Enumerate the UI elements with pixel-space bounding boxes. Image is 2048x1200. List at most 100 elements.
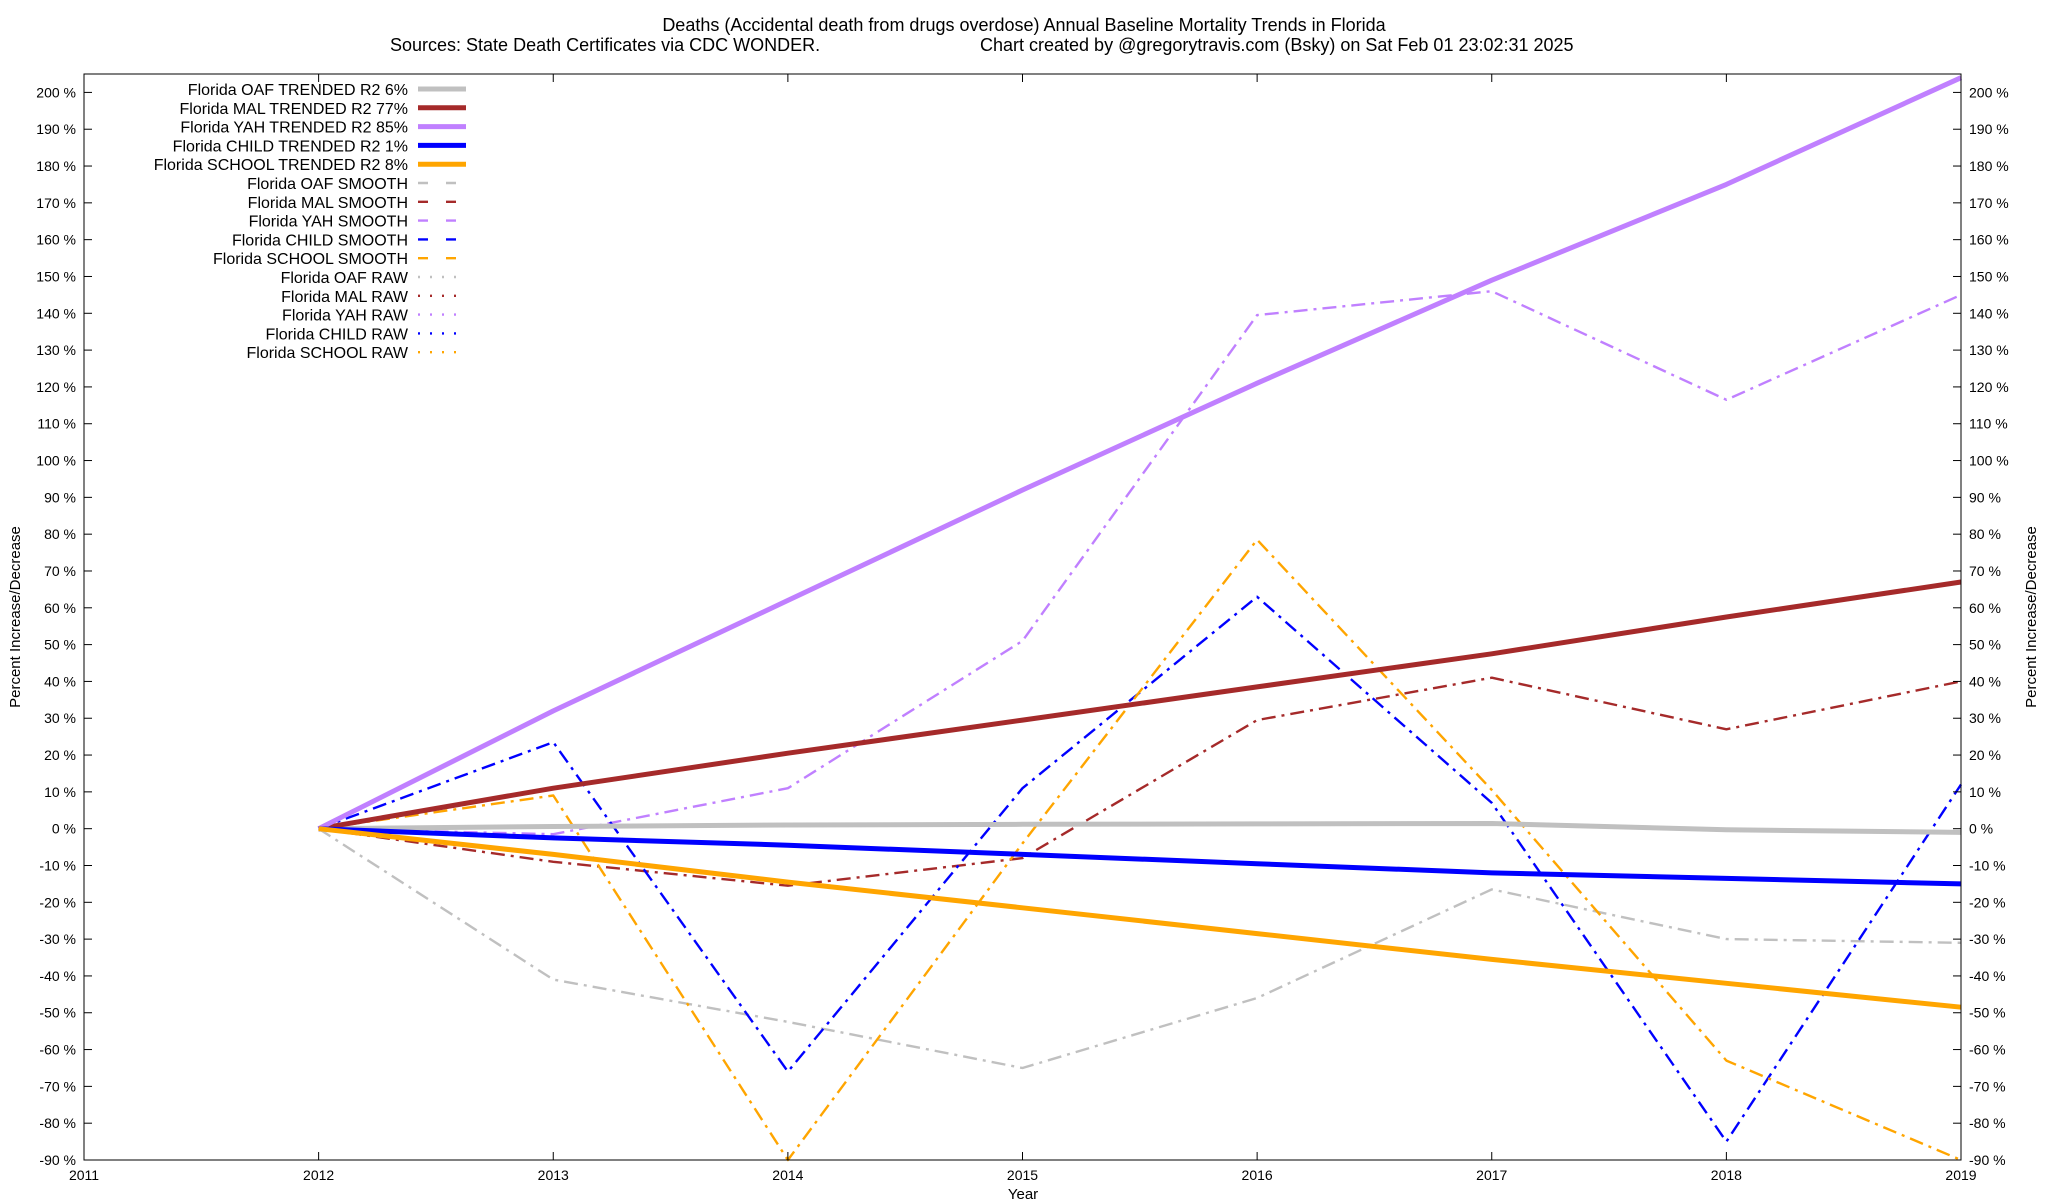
series-line-florida-yah-trended-r2-85 — [317, 75, 1963, 831]
series-line-florida-oaf-smooth — [317, 827, 1962, 1070]
x-tick-label: 2017 — [1476, 1167, 1507, 1183]
series-line-florida-oaf-trended-r2-6 — [318, 821, 1962, 835]
y-axis-label-left: Percent Increase/Decrease — [7, 526, 24, 708]
chart-subtitle-left: Sources: State Death Certificates via CD… — [390, 35, 820, 55]
legend-label: Florida OAF RAW — [281, 270, 409, 287]
y-tick-label: -10 % — [39, 857, 76, 873]
y-tick-label-right: -70 % — [1969, 1078, 2006, 1094]
y-tick-label: 200 % — [36, 84, 76, 100]
y-tick-label-right: -30 % — [1969, 931, 2006, 947]
y-tick-label: -60 % — [39, 1042, 76, 1058]
x-tick-label: 2018 — [1711, 1167, 1742, 1183]
legend-label: Florida MAL RAW — [281, 289, 409, 306]
x-axis-label: Year — [1008, 1186, 1038, 1200]
legend-label: Florida YAH RAW — [282, 308, 409, 325]
y-tick-label: -30 % — [39, 931, 76, 947]
plot-lines — [317, 75, 1963, 1162]
y-tick-label: 120 % — [36, 379, 76, 395]
y-axis-label-right: Percent Increase/Decrease — [2023, 526, 2040, 708]
legend-label: Florida SCHOOL RAW — [246, 345, 408, 362]
y-tick-label-right: 30 % — [1969, 710, 2001, 726]
y-tick-label: -20 % — [39, 894, 76, 910]
x-tick-label: 2012 — [303, 1167, 334, 1183]
y-tick-label: -50 % — [39, 1005, 76, 1021]
y-tick-label: 80 % — [44, 526, 76, 542]
series-line-florida-yah-smooth — [318, 290, 1962, 836]
x-tick-label: 2011 — [69, 1167, 99, 1183]
x-tick-label: 2014 — [772, 1167, 803, 1183]
legend-label: Florida OAF SMOOTH — [247, 176, 408, 193]
y-tick-label-right: 130 % — [1969, 342, 2009, 358]
y-tick-label: 140 % — [36, 305, 76, 321]
y-tick-label-right: 90 % — [1969, 489, 2001, 505]
chart-subtitle-right: Chart created by @gregorytravis.com (Bsk… — [980, 35, 1574, 55]
y-tick-label-right: 40 % — [1969, 673, 2001, 689]
y-tick-label: 10 % — [44, 784, 76, 800]
legend: Florida OAF TRENDED R2 6% Florida MAL TRE… — [154, 82, 466, 362]
x-tick-label: 2016 — [1242, 1167, 1273, 1183]
series-line-florida-school-smooth — [318, 538, 1962, 1162]
legend-label: Florida SCHOOL SMOOTH — [213, 251, 408, 268]
y-tick-label-right: 100 % — [1969, 453, 2009, 469]
x-axis: 2011 2012 2013 2014 2015 2016 2017 2018 2019 — [69, 74, 1977, 1183]
series-line-florida-child-smooth — [318, 595, 1963, 1143]
legend-label: Florida MAL SMOOTH — [248, 195, 408, 212]
y-tick-label: 190 % — [36, 121, 76, 137]
legend-label: Florida YAH SMOOTH — [249, 214, 408, 231]
y-tick-label-right: 80 % — [1969, 526, 2001, 542]
legend-label: Florida MAL TRENDED R2 77% — [179, 101, 408, 118]
y-tick-label-right: 190 % — [1969, 121, 2009, 137]
y-tick-label-right: 0 % — [1969, 821, 1993, 837]
y-tick-label: 150 % — [36, 268, 76, 284]
legend-label: Florida CHILD RAW — [265, 326, 408, 343]
y-tick-label-right: 170 % — [1969, 195, 2009, 211]
y-tick-label: 130 % — [36, 342, 76, 358]
y-tick-label: 180 % — [36, 158, 76, 174]
legend-label: Florida YAH TRENDED R2 85% — [180, 120, 408, 137]
y-tick-label: 170 % — [36, 195, 76, 211]
y-tick-label-right: -40 % — [1969, 968, 2006, 984]
y-tick-label-right: 140 % — [1969, 305, 2009, 321]
x-tick-label: 2013 — [538, 1167, 569, 1183]
y-tick-label-right: -50 % — [1969, 1005, 2006, 1021]
legend-label: Florida CHILD SMOOTH — [232, 232, 408, 249]
y-tick-label-right: 160 % — [1969, 232, 2009, 248]
legend-label: Florida CHILD TRENDED R2 1% — [173, 138, 408, 155]
y-tick-label: 110 % — [37, 416, 76, 432]
legend-label: Florida OAF TRENDED R2 6% — [188, 82, 408, 99]
series-line-florida-mal-smooth — [318, 676, 1962, 887]
series-line-florida-mal-trended-r2-77 — [318, 579, 1962, 832]
y-tick-label-right: 180 % — [1969, 158, 2009, 174]
y-tick-label: 30 % — [44, 710, 76, 726]
y-tick-label: 20 % — [44, 747, 76, 763]
y-tick-label-right: 200 % — [1969, 84, 2009, 100]
y-axis-right: 200 % 190 % 180 % 170 % 160 % 150 % 140 % 130 %… — [1953, 84, 2009, 1168]
y-tick-label-right: 60 % — [1969, 600, 2001, 616]
y-tick-label-right: -10 % — [1969, 857, 2006, 873]
y-tick-label-right: 50 % — [1969, 637, 2001, 653]
y-tick-label-right: 10 % — [1969, 784, 2001, 800]
series-line-florida-school-trended-r2-8 — [318, 826, 1962, 1010]
y-tick-label: 0 % — [52, 821, 76, 837]
chart-title: Deaths (Accidental death from drugs over… — [662, 15, 1386, 35]
x-tick-label: 2015 — [1007, 1167, 1038, 1183]
y-tick-label: 70 % — [44, 563, 76, 579]
y-tick-label: 160 % — [36, 232, 76, 248]
y-tick-label: 40 % — [44, 673, 76, 689]
y-tick-label: -80 % — [39, 1115, 76, 1131]
y-tick-label: -70 % — [39, 1078, 76, 1094]
y-tick-label: 50 % — [44, 637, 76, 653]
x-tick-label: 2019 — [1945, 1167, 1976, 1183]
y-tick-label-right: -90 % — [1969, 1152, 2006, 1168]
y-axis-left: 200 % 190 % 180 % 170 % 160 % 150 % 140 % 130 %… — [36, 84, 92, 1168]
y-tick-label-right: -80 % — [1969, 1115, 2006, 1131]
y-tick-label: -40 % — [39, 968, 76, 984]
y-tick-label-right: -20 % — [1969, 894, 2006, 910]
y-tick-label-right: 20 % — [1969, 747, 2001, 763]
y-tick-label-right: -60 % — [1969, 1042, 2006, 1058]
y-tick-label: 90 % — [44, 489, 76, 505]
y-tick-label-right: 150 % — [1969, 268, 2009, 284]
y-tick-label-right: 120 % — [1969, 379, 2009, 395]
y-tick-label-right: 110 % — [1969, 416, 2008, 432]
